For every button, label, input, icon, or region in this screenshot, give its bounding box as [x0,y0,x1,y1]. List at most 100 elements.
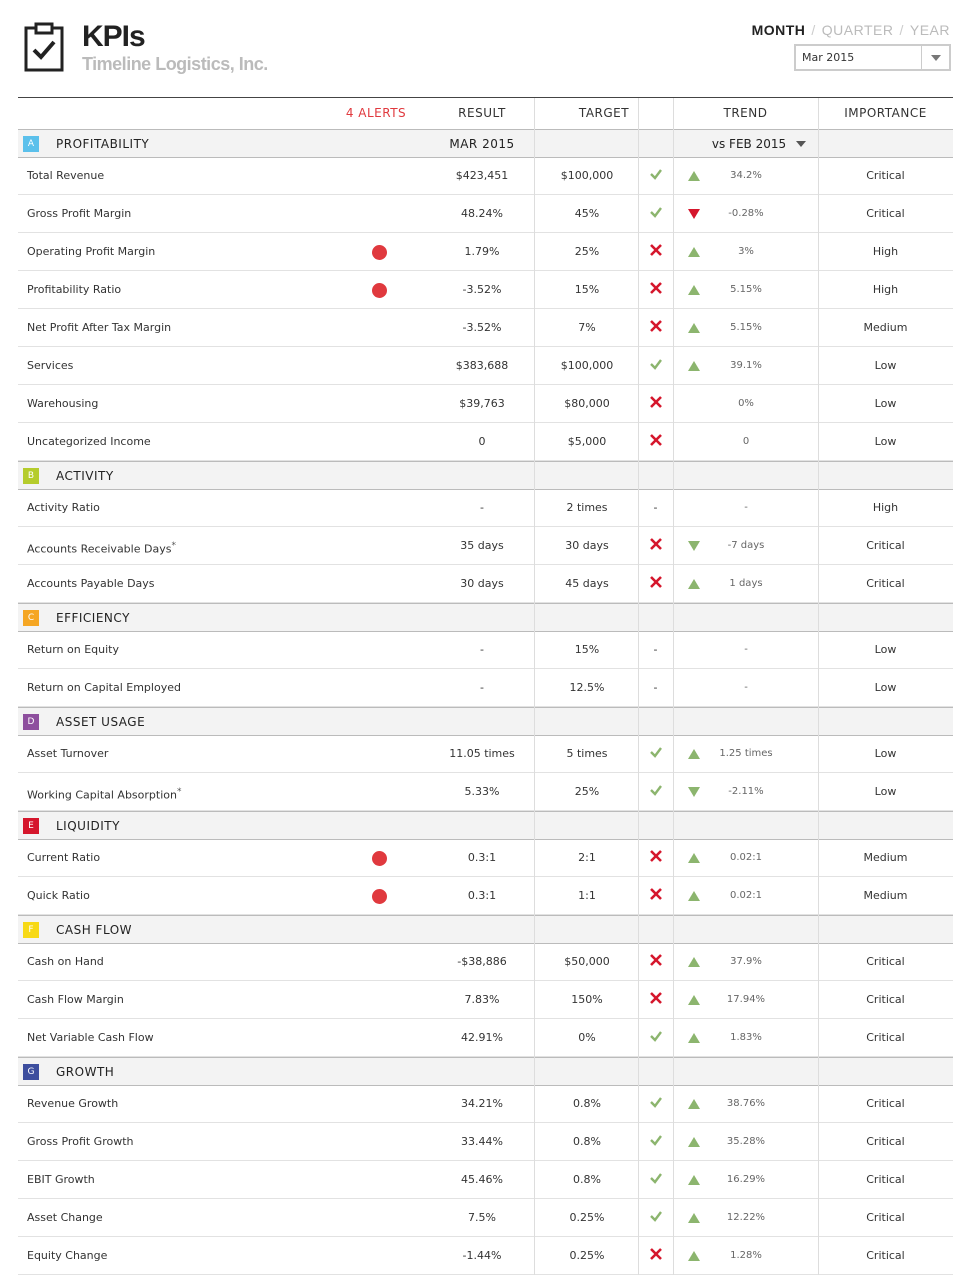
tab-month[interactable]: MONTH [751,22,806,38]
alert-indicator-icon[interactable] [372,889,387,904]
kpi-name[interactable]: Services [27,359,74,372]
kpi-result: 1.79% [464,245,500,258]
trend-up-icon [688,285,700,295]
alert-indicator-icon[interactable] [372,283,387,298]
trend-down-icon [688,541,700,551]
tab-year[interactable]: YEAR [909,22,950,38]
kpi-target: 2 times [566,501,608,514]
kpi-name[interactable]: Net Variable Cash Flow [27,1031,154,1044]
trend-indicator [686,195,702,233]
kpi-name[interactable]: Working Capital Absorption* [27,787,182,802]
kpi-row[interactable]: Cash Flow Margin 7.83% 150% 17.94% Critical [18,981,953,1019]
kpi-row[interactable]: Accounts Payable Days 30 days 45 days 1 day… [18,565,953,603]
trend-compare-dropdown[interactable]: vs FEB 2015 [711,137,787,151]
kpi-name[interactable]: Total Revenue [27,169,105,182]
section-header: A PROFITABILITY MAR 2015 vs FEB 2015 [18,129,953,158]
kpi-result: 11.05 times [449,747,515,760]
section-title: LIQUIDITY [56,819,120,833]
kpi-status [638,877,673,915]
kpi-row[interactable]: Quick Ratio 0.3:1 1:1 0.02:1 Medium [18,877,953,915]
kpi-name[interactable]: Uncategorized Income [27,435,151,448]
section-header: B ACTIVITY [18,461,953,490]
check-icon [649,1173,663,1186]
kpi-name[interactable]: Profitability Ratio [27,283,122,296]
kpi-row[interactable]: Asset Change 7.5% 0.25% 12.22% Critical [18,1199,953,1237]
kpi-row[interactable]: Working Capital Absorption* 5.33% 25% -2.11… [18,773,953,811]
kpi-row[interactable]: Cash on Hand -$38,886 $50,000 37.9% Critical [18,943,953,981]
kpi-row[interactable]: Services $383,688 $100,000 39.1% Low [18,347,953,385]
kpi-name[interactable]: Asset Turnover [27,747,109,760]
trend-up-icon [688,1099,700,1109]
kpi-status [638,233,673,271]
kpi-status [638,1199,673,1237]
trend-indicator [686,877,702,915]
check-icon [649,359,663,372]
kpi-name[interactable]: Cash on Hand [27,955,104,968]
kpi-name[interactable]: Asset Change [27,1211,103,1224]
alerts-count[interactable]: 4 ALERTS [345,106,407,120]
kpi-name[interactable]: Net Profit After Tax Margin [27,321,172,334]
kpi-status [638,347,673,385]
kpi-name[interactable]: Return on Capital Employed [27,681,181,694]
kpi-row[interactable]: EBIT Growth 45.46% 0.8% 16.29% Critical [18,1161,953,1199]
kpi-importance: Medium [863,321,908,334]
kpi-status [638,271,673,309]
kpi-name[interactable]: Gross Profit Margin [27,207,132,220]
kpi-status [638,943,673,981]
trend-down-icon [688,787,700,797]
alert-indicator-icon[interactable] [372,851,387,866]
kpi-status [638,385,673,423]
kpi-name[interactable]: Equity Change [27,1249,108,1262]
kpi-name[interactable]: EBIT Growth [27,1173,95,1186]
kpi-name[interactable]: Operating Profit Margin [27,245,156,258]
kpi-row[interactable]: Net Profit After Tax Margin -3.52% 7% 5.15%… [18,309,953,347]
kpi-name[interactable]: Return on Equity [27,643,119,656]
kpi-row[interactable]: Activity Ratio - 2 times - - High [18,489,953,527]
alert-indicator-icon[interactable] [372,245,387,260]
kpi-name[interactable]: Warehousing [27,397,99,410]
section-title: GROWTH [56,1065,115,1079]
kpi-row[interactable]: Gross Profit Margin 48.24% 45% -0.28% Critic… [18,195,953,233]
kpi-name[interactable]: Accounts Payable Days [27,577,155,590]
kpi-row[interactable]: Net Variable Cash Flow 42.91% 0% 1.83% Criti… [18,1019,953,1057]
period-dropdown[interactable]: Mar 2015 [794,44,951,71]
kpi-row[interactable]: Return on Equity - 15% - - Low [18,631,953,669]
tab-quarter[interactable]: QUARTER [821,22,894,38]
kpi-row[interactable]: Current Ratio 0.3:1 2:1 0.02:1 Medium [18,839,953,877]
chevron-down-icon[interactable] [796,141,806,147]
kpi-row[interactable]: Revenue Growth 34.21% 0.8% 38.76% Critical [18,1085,953,1123]
cross-icon [649,434,663,448]
kpi-row[interactable]: Uncategorized Income 0 $5,000 0 Low [18,423,953,461]
kpi-status [638,565,673,603]
kpi-name[interactable]: Quick Ratio [27,889,90,902]
trend-indicator [686,1085,702,1123]
kpi-row[interactable]: Operating Profit Margin 1.79% 25% 3% High [18,233,953,271]
kpi-name[interactable]: Accounts Receivable Days* [27,541,176,556]
kpi-name[interactable]: Cash Flow Margin [27,993,124,1006]
kpi-row[interactable]: Equity Change -1.44% 0.25% 1.28% Critical [18,1237,953,1275]
kpi-row[interactable]: Accounts Receivable Days* 35 days 30 days -… [18,527,953,565]
kpi-row[interactable]: Warehousing $39,763 $80,000 0% Low [18,385,953,423]
trend-up-icon [688,957,700,967]
dash-icon: - [653,501,658,514]
kpi-name[interactable]: Gross Profit Growth [27,1135,134,1148]
footnote-marker: * [176,787,182,797]
kpi-name[interactable]: Activity Ratio [27,501,100,514]
kpi-result: - [480,501,484,514]
kpi-row[interactable]: Gross Profit Growth 33.44% 0.8% 35.28% Criti… [18,1123,953,1161]
kpi-target: $100,000 [560,169,614,182]
kpi-target: 25% [574,785,600,798]
chevron-down-icon[interactable] [921,46,949,69]
kpi-name[interactable]: Revenue Growth [27,1097,119,1110]
kpi-status [638,735,673,773]
kpi-result: - [480,681,484,694]
kpi-target: $50,000 [564,955,610,968]
kpi-row[interactable]: Total Revenue $423,451 $100,000 34.2% Critic… [18,157,953,195]
kpi-row[interactable]: Return on Capital Employed - 12.5% - - Low [18,669,953,707]
kpi-row[interactable]: Asset Turnover 11.05 times 5 times 1.25 tim… [18,735,953,773]
kpi-row[interactable]: Profitability Ratio -3.52% 15% 5.15% High [18,271,953,309]
kpi-name[interactable]: Current Ratio [27,851,101,864]
kpi-status [638,1123,673,1161]
kpi-importance: Critical [866,955,905,968]
company-name: Timeline Logistics, Inc. [82,54,268,74]
